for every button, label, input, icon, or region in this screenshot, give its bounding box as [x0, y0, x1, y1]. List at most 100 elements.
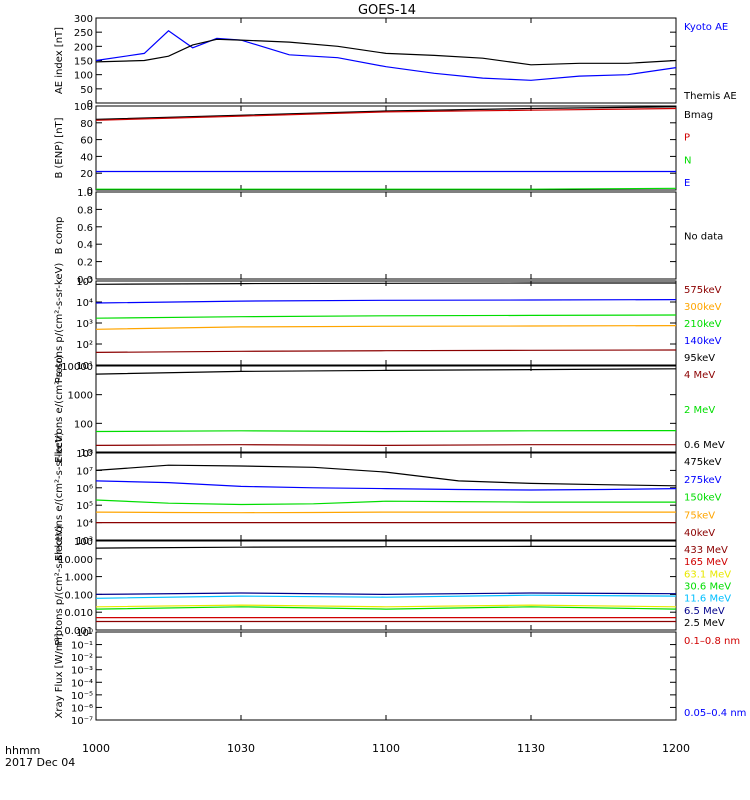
y-tick-label: 10	[80, 448, 93, 459]
plot-frame	[95, 280, 677, 366]
plot-frame	[95, 191, 677, 280]
legend-entry: P	[684, 133, 690, 144]
y-tick-label: 10³	[76, 536, 93, 547]
y-tick-label: 10⁻³	[71, 666, 93, 677]
legend-entry: Themis AE	[683, 91, 737, 102]
legend-entry: 30.6 MeV	[684, 582, 731, 593]
y-tick-label: 10⁵	[76, 501, 93, 512]
series-line	[95, 592, 677, 596]
y-tick-label: 40	[80, 152, 93, 163]
series-line	[95, 325, 677, 330]
legend-entry: Bmag	[684, 110, 713, 121]
panel-1: 0 50 100 150 200 250 300 AE index [nT] Kyoto AE T…	[54, 14, 737, 110]
series-line	[95, 368, 677, 375]
y-tick-label: 10¹	[76, 361, 93, 372]
panel-2: 0 20 40 60 80 100 B (ENP) [nT] Bmag PN E	[54, 102, 713, 197]
series-line	[95, 444, 676, 447]
y-tick-label: 100	[74, 71, 93, 82]
legend-entry: N	[684, 155, 691, 166]
series-line	[95, 38, 677, 66]
y-tick-label: 0.010	[64, 608, 93, 619]
legend-entry: 165 MeV	[684, 557, 728, 568]
legend-entry: 150keV	[684, 493, 722, 504]
x-tick-label: 1030	[227, 742, 255, 755]
y-tick-label: 50	[80, 85, 93, 96]
y-axis-label: B comp	[54, 217, 65, 255]
y-tick-label: 10⁻²	[71, 653, 93, 664]
y-tick-label: 0.6	[77, 223, 93, 234]
legend-entry: 63.1 MeV	[684, 569, 731, 580]
legend-entry: 11.6 MeV	[684, 594, 731, 605]
legend-entry: 40keV	[684, 528, 715, 539]
legend-entry: Kyoto AE	[684, 22, 728, 33]
plot-frame	[95, 365, 677, 453]
y-tick-label: 200	[74, 42, 93, 53]
y-tick-label: 10²	[76, 340, 93, 351]
series-line	[95, 107, 677, 121]
y-tick-label: 0	[87, 99, 93, 110]
y-tick-label: 1.0	[77, 188, 93, 199]
y-tick-label: 0.0	[77, 275, 93, 286]
x-tick-label: 1100	[372, 742, 400, 755]
y-tick-label: 150	[74, 57, 93, 68]
legend-entry: 4 MeV	[684, 370, 715, 381]
y-tick-label: 10⁻⁴	[71, 678, 93, 689]
legend-entry: 2.5 MeV	[684, 618, 725, 629]
legend-entry: 0.6 MeV	[684, 440, 725, 451]
y-tick-label: 10000	[61, 362, 93, 373]
series-line	[95, 314, 677, 319]
footer-date: 2017 Dec 04	[5, 756, 75, 769]
series-line	[95, 349, 677, 353]
plot-frame	[95, 540, 677, 631]
plot-frame	[95, 452, 677, 541]
y-tick-label: 0.001	[64, 626, 93, 637]
series-line	[95, 282, 676, 285]
y-tick-label: 0.2	[77, 258, 93, 269]
y-tick-label: 1000	[68, 391, 93, 402]
legend-entry: 75keV	[684, 510, 715, 521]
panel-7: 0.001 0.010 0.100 1.000 10.000 100 Protons p/(…	[54, 525, 731, 646]
series-line	[95, 299, 677, 304]
series-line	[95, 545, 676, 549]
y-tick-label: 100	[74, 537, 93, 548]
legend-entry: 0.05–0.4 nm	[684, 708, 746, 719]
legend-entry: 300keV	[684, 302, 722, 313]
y-tick-label: 0.4	[77, 240, 93, 251]
plot-frame	[95, 17, 677, 104]
y-axis-label: Protons p/(cm²-s-sr-keV)	[54, 525, 65, 646]
y-axis-label: AE index [nT]	[54, 27, 65, 94]
y-axis-label: Protons p/(cm²-s-sr-keV)	[54, 263, 65, 384]
legend-entry: E	[684, 178, 690, 189]
series-line	[95, 30, 677, 81]
legend-entry: 6.5 MeV	[684, 606, 725, 617]
y-tick-label: 10³	[76, 319, 93, 330]
y-tick-label: 0.100	[64, 590, 93, 601]
y-axis-label: B (ENP) [nT]	[54, 117, 65, 178]
series-line	[95, 594, 677, 599]
footer-label: hhmm	[5, 744, 40, 757]
series-line	[95, 511, 676, 514]
legend-entry: 95keV	[684, 353, 715, 364]
legend-entry: 433 MeV	[684, 545, 728, 556]
y-tick-label: 100	[74, 419, 93, 430]
x-tick-label: 1130	[517, 742, 545, 755]
y-tick-label: 100	[74, 102, 93, 113]
legend-entry: 575keV	[684, 285, 722, 296]
y-tick-label: 0	[87, 186, 93, 197]
legend-entry: 140keV	[684, 336, 722, 347]
y-tick-label: 10⁻⁷	[71, 716, 93, 727]
series-line	[95, 430, 677, 433]
legend-entry: 475keV	[684, 457, 722, 468]
y-tick-label: 250	[74, 28, 93, 39]
y-tick-label: 20	[80, 169, 93, 180]
y-axis-label: Electrons e/(cm²-s-sr-keV)	[54, 432, 65, 561]
y-tick-label: 10⁻⁶	[71, 703, 93, 714]
y-axis-label: Xray Flux [W/m²]	[54, 633, 65, 718]
y-tick-label: 10⁻¹	[71, 641, 93, 652]
y-tick-label: 10⁶	[76, 484, 93, 495]
panel-8: 10⁻⁷ 10⁻⁶10⁻⁵ 10⁻⁴10⁻³ 10⁻²10⁻¹ 10⁰ Xray Flux…	[54, 628, 746, 727]
y-tick-label: 10⁻⁵	[71, 691, 93, 702]
y-tick-label: 300	[74, 14, 93, 25]
